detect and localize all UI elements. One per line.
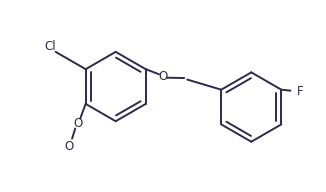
Text: F: F — [297, 85, 304, 98]
Text: O: O — [65, 140, 74, 153]
Text: O: O — [73, 117, 82, 130]
Text: O: O — [158, 70, 168, 83]
Text: Cl: Cl — [44, 40, 56, 53]
